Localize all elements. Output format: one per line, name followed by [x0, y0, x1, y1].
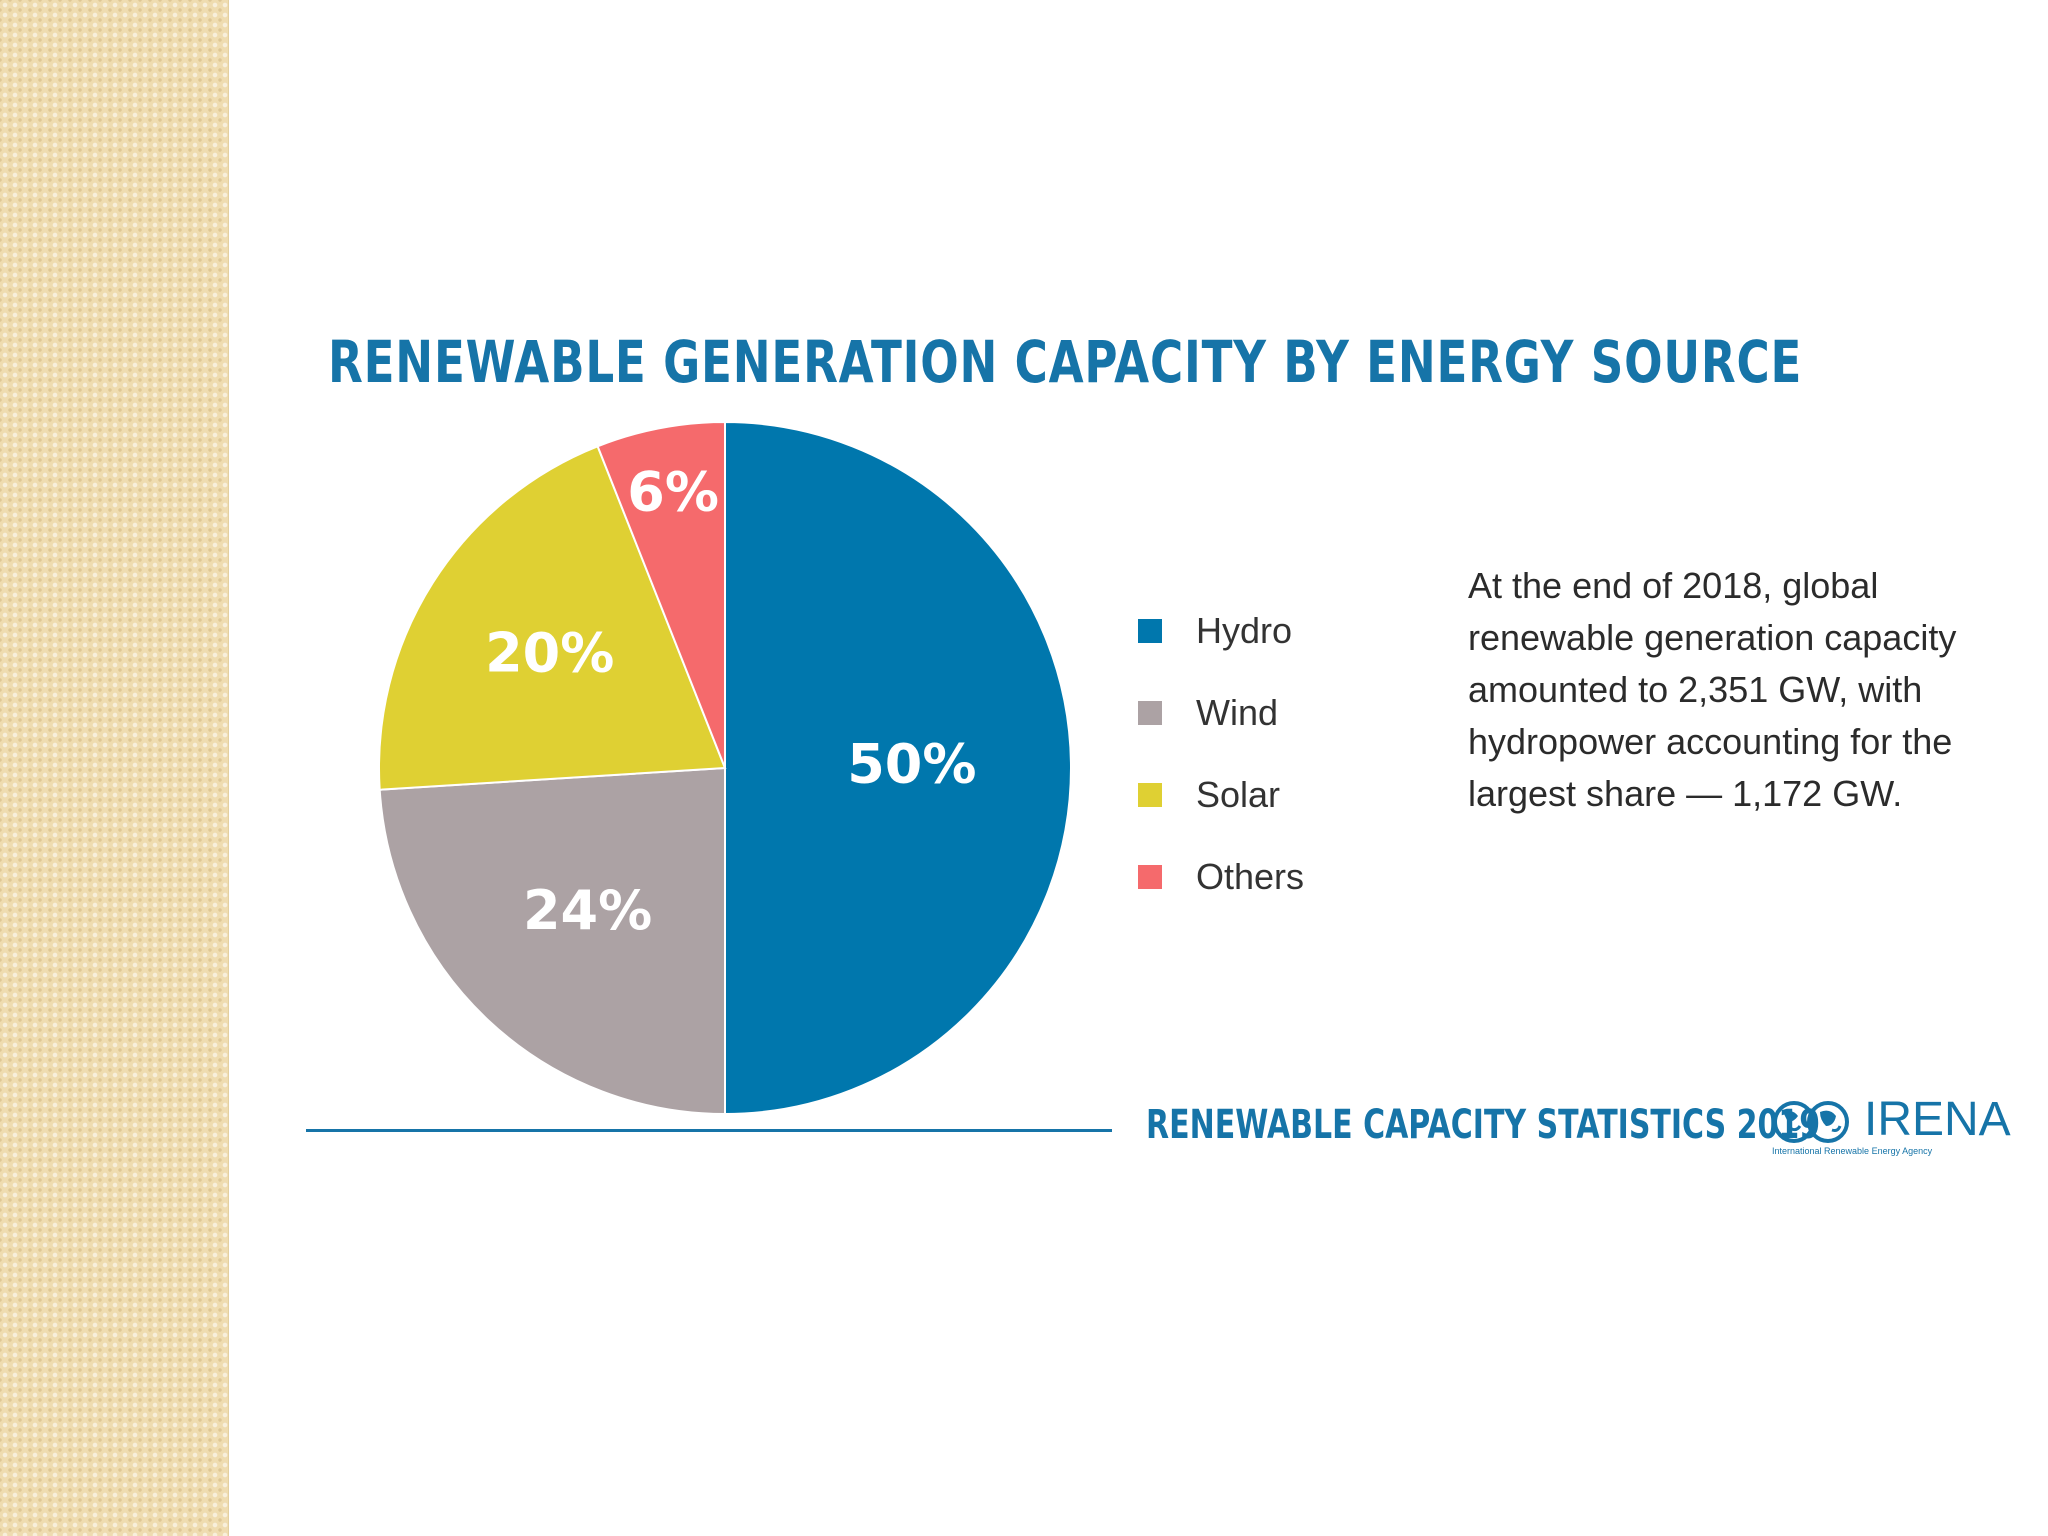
pie-slice-hydro	[724, 420, 1072, 1116]
legend-item-solar: Solar	[1138, 754, 1378, 836]
slice-label-hydro: 50%	[847, 733, 976, 796]
legend-item-wind: Wind	[1138, 672, 1378, 754]
legend-label: Hydro	[1196, 610, 1293, 651]
legend-label: Others	[1196, 856, 1305, 897]
legend-item-others: Others	[1138, 836, 1378, 918]
legend-swatch	[1138, 865, 1162, 889]
decorative-side-strip	[0, 0, 229, 1536]
slice-label-solar: 20%	[485, 621, 614, 684]
footer-divider	[306, 1129, 1112, 1132]
globe-icon	[1773, 1101, 1849, 1143]
legend-label: Wind	[1196, 692, 1279, 733]
pie-chart-svg: 50% 24% 20% 6%	[378, 420, 1072, 1116]
legend-swatch	[1138, 619, 1162, 643]
pie-slice-others	[596, 420, 726, 769]
footer-title: RENEWABLE CAPACITY STATISTICS 2019	[1146, 1102, 1821, 1148]
chart-title: RENEWABLE GENERATION CAPACITY BY ENERGY …	[328, 328, 1803, 396]
pie-slice-wind	[378, 766, 726, 1116]
logo-name: IRENA	[1864, 1093, 2011, 1146]
legend-item-hydro: Hydro	[1138, 590, 1378, 672]
pie-slice-solar	[378, 444, 727, 791]
legend-swatch	[1138, 701, 1162, 725]
irena-logo: IRENA International Renewable Energy Age…	[1772, 1093, 2011, 1160]
slice-label-wind: 24%	[523, 879, 652, 942]
chart-legend: Hydro Wind Solar Others	[1138, 590, 1378, 918]
logo-subtitle: International Renewable Energy Agency	[1772, 1146, 1933, 1156]
legend-swatch	[1138, 783, 1162, 807]
pie-chart: 50% 24% 20% 6%	[360, 410, 1100, 1130]
summary-note: At the end of 2018, global renewable gen…	[1468, 565, 1957, 814]
slice-label-others: 6%	[627, 461, 719, 524]
legend-label: Solar	[1196, 774, 1281, 815]
